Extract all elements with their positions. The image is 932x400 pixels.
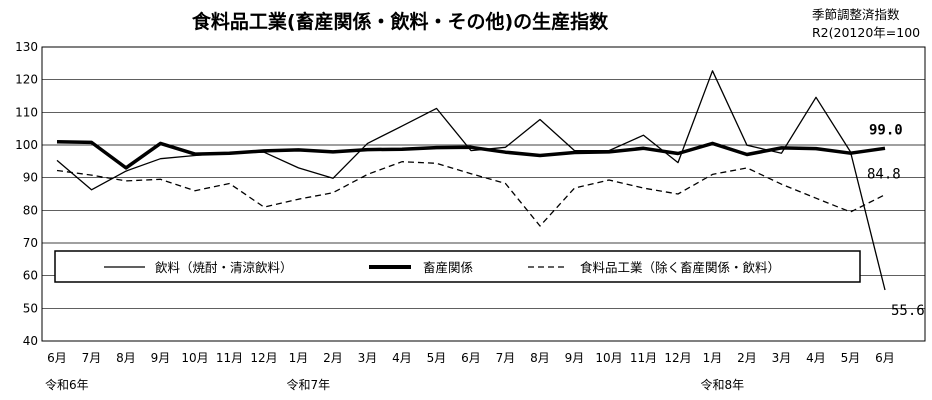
y-tick-label: 80 [23, 203, 38, 217]
data-label-series-0: 55.6 [891, 303, 925, 319]
x-tick-label: 5月 [427, 351, 447, 365]
x-tick-label: 10月 [181, 351, 208, 365]
x-tick-label: 4月 [392, 351, 412, 365]
era-label: 令和7年 [287, 377, 331, 392]
x-tick-label: 8月 [530, 351, 550, 365]
x-tick-label: 3月 [358, 351, 378, 365]
legend-label-series-1: 畜産関係 [423, 260, 473, 275]
x-tick-label: 1月 [289, 351, 309, 365]
x-tick-label: 3月 [772, 351, 792, 365]
era-labels: 令和6年 令和7年 令和8年 [45, 377, 744, 392]
x-tick-label: 7月 [82, 351, 102, 365]
series-line-1 [56, 139, 886, 170]
data-label-series-2: 84.8 [867, 167, 901, 183]
x-tick-label: 4月 [806, 351, 826, 365]
legend-label-series-0: 飲料（焼酎・清涼飲料） [155, 260, 293, 275]
legend-box [54, 250, 861, 283]
x-tick-label: 9月 [151, 351, 171, 365]
x-tick-label: 8月 [116, 351, 136, 365]
legend-label-series-2: 食料品工業（除く畜産関係・飲料） [580, 260, 780, 275]
x-tick-label: 11月 [216, 351, 243, 365]
era-label: 令和6年 [45, 377, 89, 392]
y-tick-label: 40 [23, 334, 38, 348]
chart-title: 食料品工業(畜産関係・飲料・その他)の生産指数 [192, 10, 609, 33]
x-tick-label: 5月 [841, 351, 861, 365]
x-tick-label: 2月 [323, 351, 343, 365]
chart-note-line1: 季節調整済指数 [812, 7, 900, 22]
x-tick-label: 6月 [461, 351, 481, 365]
chart-note-line2: R2(20120年=100 [812, 25, 920, 40]
legend: 飲料（焼酎・清涼飲料） 畜産関係 食料品工業（除く畜産関係・飲料） [54, 250, 861, 283]
data-label-series-1: 99.0 [869, 122, 903, 138]
x-axis: 6月 7月 8月 9月 10月 11月 12月 1月 2月 3月 4月 5月 6月 7月 8月 9月 10月 11… [47, 351, 895, 365]
y-tick-label: 70 [23, 236, 38, 250]
x-tick-label: 11月 [630, 351, 657, 365]
series-line-2 [56, 161, 886, 227]
era-label: 令和8年 [701, 377, 745, 392]
x-tick-label: 12月 [250, 351, 277, 365]
x-tick-label: 9月 [565, 351, 585, 365]
y-tick-label: 110 [15, 105, 38, 119]
series-layer [56, 70, 886, 291]
x-tick-label: 7月 [496, 351, 516, 365]
x-tick-label: 10月 [595, 351, 622, 365]
x-tick-label: 6月 [875, 351, 895, 365]
y-tick-label: 60 [23, 269, 38, 283]
x-tick-label: 12月 [664, 351, 691, 365]
data-labels: 99.0 84.8 55.6 [867, 122, 925, 319]
y-tick-label: 50 [23, 301, 38, 315]
y-tick-label: 130 [15, 40, 38, 54]
y-tick-label: 120 [15, 73, 38, 87]
x-tick-label: 2月 [737, 351, 757, 365]
y-axis: 40 50 60 70 80 90 100 110 120 130 [15, 40, 38, 348]
y-tick-label: 100 [15, 138, 38, 152]
y-tick-label: 90 [23, 171, 38, 185]
x-tick-label: 6月 [47, 351, 67, 365]
plot-area [41, 46, 926, 342]
x-tick-label: 1月 [703, 351, 723, 365]
